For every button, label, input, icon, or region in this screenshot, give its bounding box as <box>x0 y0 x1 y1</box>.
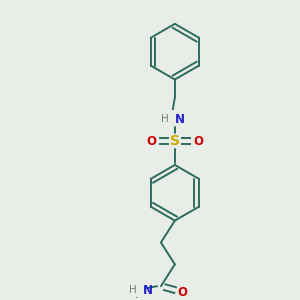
Text: O: O <box>178 286 188 299</box>
Text: H: H <box>161 114 169 124</box>
Text: N: N <box>175 113 185 126</box>
Text: O: O <box>194 135 204 148</box>
Text: O: O <box>146 135 156 148</box>
Text: N: N <box>143 284 153 297</box>
Text: H: H <box>129 285 137 295</box>
Text: S: S <box>170 134 180 148</box>
